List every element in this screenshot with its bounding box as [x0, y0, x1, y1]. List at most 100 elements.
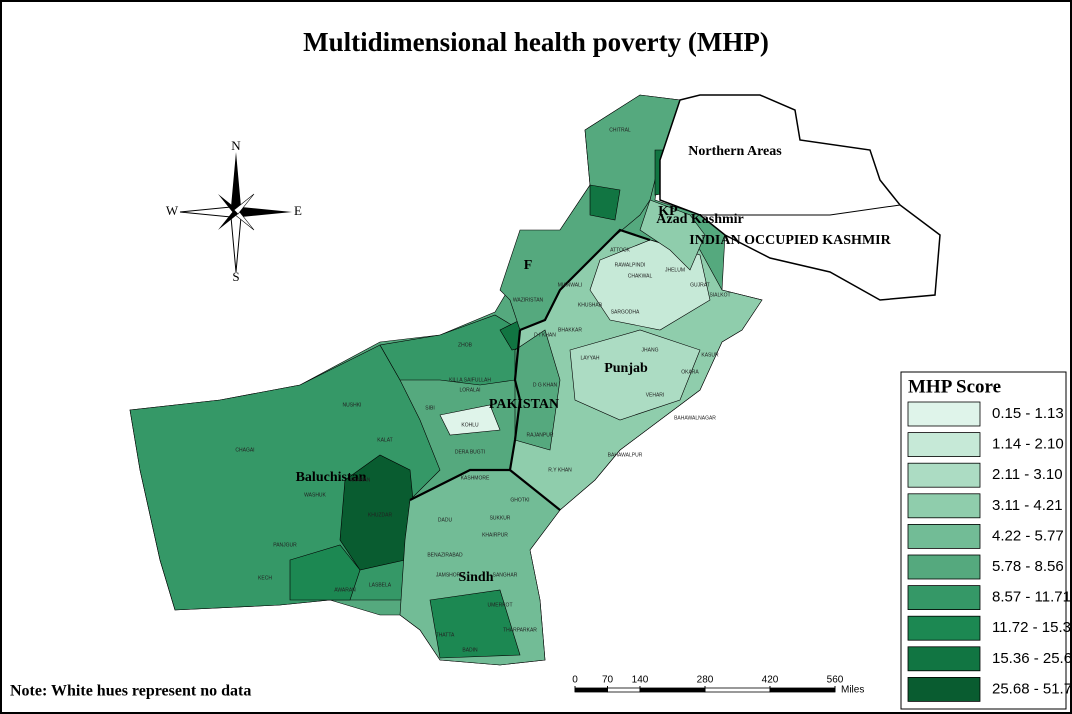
district-label: SUKKUR [490, 515, 511, 521]
region [589, 184, 621, 221]
scale-tick-label: 560 [827, 675, 844, 686]
district-label: KHUSHAB [578, 302, 603, 308]
region-label: Azad Kashmir [656, 212, 744, 227]
scale-tick-label: 70 [602, 675, 614, 686]
district-label: CHAKWAL [628, 273, 653, 279]
province-border [409, 468, 510, 501]
district-label: LAYYAH [581, 355, 600, 361]
legend-label: 15.36 - 25.67 [992, 650, 1072, 667]
scale-tick-label: 280 [697, 675, 714, 686]
legend-swatch [907, 493, 981, 519]
district-label: PANJGUR [273, 542, 297, 548]
legend-swatch [907, 462, 981, 488]
scale-tick-label: 420 [762, 675, 779, 686]
compass-rose [179, 152, 292, 273]
no-data-area [659, 94, 941, 301]
district-label: JHELUM [665, 267, 685, 273]
district-label: KECH [258, 575, 272, 581]
legend-swatch [907, 615, 981, 641]
district-label: OKARA [681, 369, 699, 375]
region [429, 589, 521, 659]
district-label: SANGHAR [493, 572, 518, 578]
legend-swatch [907, 524, 981, 549]
district-label: BAHAWALNAGAR [674, 415, 716, 421]
district-label: AWARAN [334, 587, 356, 593]
district-label: D G KHAN [533, 382, 558, 388]
region [439, 404, 501, 436]
legend-label: 2.11 - 3.10 [992, 466, 1063, 483]
scale-segment [574, 687, 608, 693]
legend-swatch [907, 646, 981, 672]
map-title: Multidimensional health poverty (MHP) [303, 27, 769, 57]
district-label: WASHUK [304, 492, 326, 498]
scale-tick-label: 0 [572, 675, 578, 686]
district-label: MIANWALI [558, 282, 583, 288]
compass-label: N [231, 138, 241, 153]
scale-unit: Miles [841, 685, 864, 696]
district-label: KHAIRPUR [482, 532, 508, 538]
district-label: KALAT [377, 437, 392, 443]
district-label: DERA BUGTI [455, 449, 485, 455]
district-label: BADIN [462, 647, 478, 653]
region [569, 329, 701, 421]
region-label: F [524, 258, 533, 273]
legend-swatch [907, 585, 981, 610]
district-label: JHANG [642, 347, 659, 353]
district-label: KASHMORE [461, 475, 490, 481]
scale-segment [639, 687, 706, 693]
district-label: KILLA SAIFULLAH [449, 377, 491, 383]
district-label: BAHAWALPUR [608, 452, 643, 458]
compass-label: W [166, 203, 179, 218]
district-label: CHAGAI [235, 447, 254, 453]
region [514, 329, 561, 451]
scale-segment [607, 687, 641, 693]
district-label: VEHARI [646, 392, 665, 398]
scale-segment [704, 687, 771, 693]
district-label: R.Y KHAN [548, 467, 572, 473]
region-label: Sindh [458, 570, 493, 585]
district-label: LORALAI [459, 387, 480, 393]
regions [129, 94, 763, 666]
district-label: GHOTKI [510, 497, 529, 503]
district-label: ATTOCK [610, 247, 630, 253]
district-label: KHUZDAR [368, 512, 393, 518]
compass-label: S [232, 269, 239, 284]
district-label: SARGODHA [611, 309, 640, 315]
legend-label: 5.78 - 8.56 [992, 558, 1064, 575]
district-label: ZHOB [458, 342, 473, 348]
legend-swatch [907, 432, 981, 458]
legend-label: 3.11 - 4.21 [992, 497, 1063, 514]
province-border [519, 228, 651, 332]
region-label: PAKISTAN [489, 397, 559, 412]
legend-label: 25.68 - 51.73 [992, 680, 1072, 697]
compass-label: E [294, 203, 302, 218]
district-label: THATTA [436, 632, 455, 638]
district-label: GUJRAT [690, 282, 710, 288]
region-label: Baluchistan [296, 470, 367, 485]
legend-swatch [907, 401, 981, 427]
legend-swatch [907, 677, 981, 702]
legend-label: 0.15 - 1.13 [992, 405, 1064, 422]
region [639, 199, 706, 271]
legend-title: MHP Score [908, 376, 1001, 397]
scale-segment [769, 687, 836, 693]
district-label: CHITRAL [609, 127, 631, 133]
region-label: KP [658, 204, 678, 219]
legend-swatch [907, 554, 981, 580]
district-label: SIBI [425, 405, 434, 411]
district-label: JAMSHORO [436, 572, 464, 578]
scale-tick-label: 140 [632, 675, 649, 686]
boundary [700, 204, 901, 216]
legend-label: 1.14 - 2.10 [992, 436, 1064, 453]
legend-label: 11.72 - 15.35 [992, 619, 1072, 636]
district-label: THARPARKAR [503, 627, 537, 633]
district-label: RAWALPINDI [615, 262, 646, 268]
district-label: BENAZIRABAD [427, 552, 463, 558]
district-label: DADU [438, 517, 453, 523]
region-label: Northern Areas [688, 144, 782, 159]
district-label: KASUR [701, 352, 719, 358]
district-label: RAJANPUR [527, 432, 554, 438]
district-label: KHARAN [350, 477, 371, 483]
district-label: KOHLU [461, 422, 479, 428]
